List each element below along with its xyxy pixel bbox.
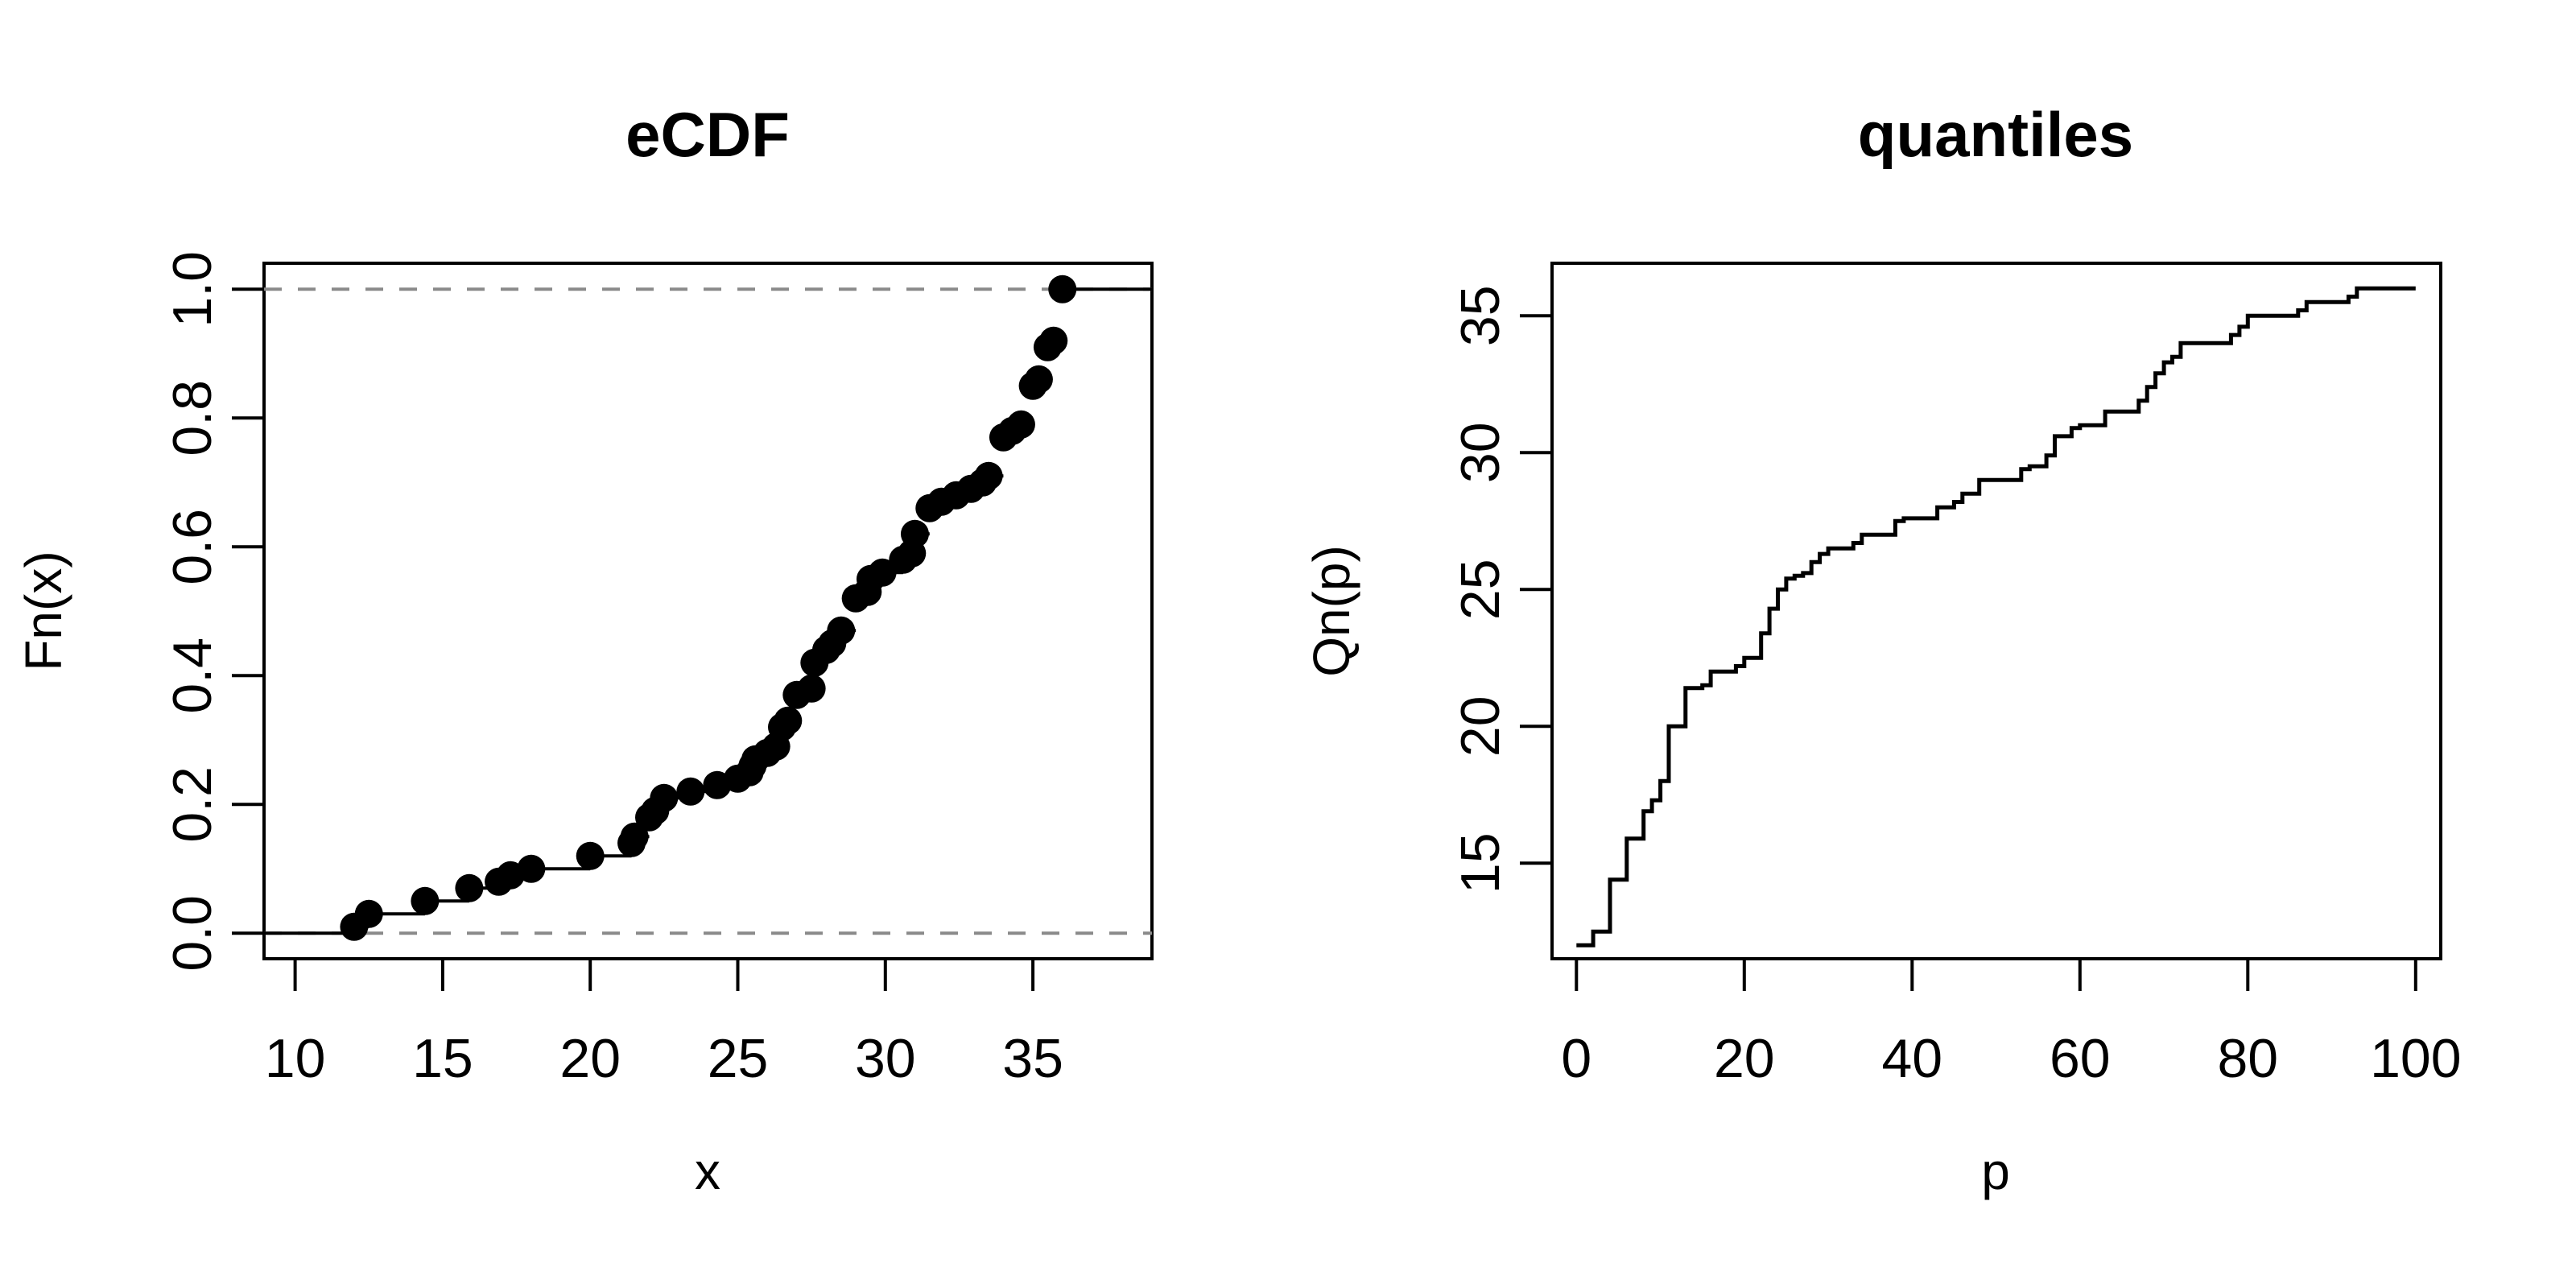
quantiles-y-tick-label: 30 (1450, 422, 1511, 483)
ecdf-point (517, 854, 546, 883)
ecdf-point (868, 558, 897, 587)
ecdf-y-tick-label: 0.8 (162, 380, 223, 456)
ecdf-point (455, 873, 484, 902)
ecdf-x-tick-label: 15 (412, 1028, 473, 1089)
quantiles-yaxis-label: Qn(p) (1302, 545, 1360, 677)
quantiles-xaxis-label: p (1981, 1142, 2010, 1200)
ecdf-x-tick-label: 30 (855, 1028, 916, 1089)
quantiles-x-tick-label: 0 (1561, 1028, 1591, 1089)
ecdf-point (1024, 365, 1053, 394)
quantiles-title: quantiles (1857, 99, 2134, 170)
ecdf-title: eCDF (625, 99, 790, 170)
ecdf-point (900, 519, 929, 548)
ecdf-point (576, 841, 605, 870)
ecdf-x-tick-label: 20 (559, 1028, 621, 1089)
ecdf-point (974, 461, 1003, 490)
ecdf-point (1039, 326, 1068, 355)
ecdf-y-tick-label: 0.4 (162, 638, 223, 714)
ecdf-point (676, 777, 705, 806)
ecdf-point (1006, 410, 1035, 439)
ecdf-yaxis-label: Fn(x) (14, 551, 72, 671)
ecdf-y-tick-label: 0.6 (162, 509, 223, 585)
ecdf-point (354, 899, 383, 928)
ecdf-y-tick-label: 0.0 (162, 895, 223, 972)
ecdf-plot-box (262, 262, 1154, 960)
ecdf-point (797, 674, 826, 703)
quantiles-x-tick-label: 20 (1714, 1028, 1775, 1089)
ecdf-point (774, 706, 803, 735)
quantiles-x-tick-label: 60 (2050, 1028, 2111, 1089)
ecdf-y-tick-label: 0.2 (162, 766, 223, 843)
ecdf-point (650, 783, 679, 812)
ecdf-x-tick-label: 25 (708, 1028, 769, 1089)
quantiles-y-tick-label: 20 (1450, 696, 1511, 757)
quantiles-y-tick-label: 15 (1450, 832, 1511, 894)
ecdf-point (620, 822, 649, 851)
quantiles-y-tick-label: 35 (1450, 285, 1511, 346)
ecdf-xaxis-label: x (695, 1142, 720, 1200)
ecdf-y-tick-label: 1.0 (162, 251, 223, 328)
quantiles-x-tick-label: 100 (2370, 1028, 2461, 1089)
quantile-step-curve (1576, 286, 2416, 947)
ecdf-x-tick-label: 35 (1002, 1028, 1063, 1089)
quantiles-x-tick-label: 80 (2217, 1028, 2278, 1089)
ecdf-x-tick-label: 10 (265, 1028, 326, 1089)
ecdf-point (411, 886, 440, 915)
ecdf-point (1048, 275, 1077, 303)
quantiles-x-tick-label: 40 (1881, 1028, 1942, 1089)
ecdf-point (827, 616, 856, 645)
quantiles-plot-box (1550, 262, 2442, 960)
quantiles-y-tick-label: 25 (1450, 559, 1511, 620)
